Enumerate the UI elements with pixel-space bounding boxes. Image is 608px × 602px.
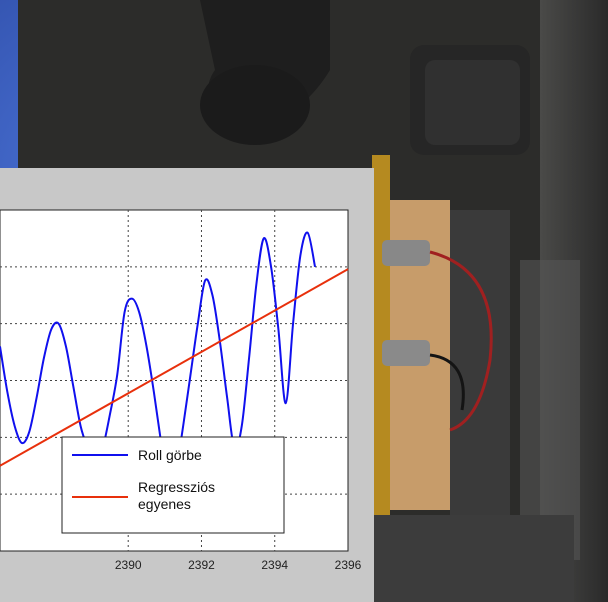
grid <box>0 210 348 551</box>
x-tick-label: 2394 <box>261 558 288 572</box>
x-tick-label: 2390 <box>115 558 142 572</box>
x-tick-labels: 2390 2392 2394 2396 <box>115 558 362 572</box>
legend-label-regression: Regressziós egyenes <box>138 479 219 512</box>
x-tick-label: 2396 <box>335 558 362 572</box>
series-line-regression <box>0 268 349 467</box>
legend-box <box>61 436 285 534</box>
legend: Roll görbe Regressziós egyenes <box>61 436 285 534</box>
x-tick-label: 2392 <box>188 558 215 572</box>
legend-label-roll: Roll görbe <box>138 447 202 463</box>
chart-panel: 2390 2392 2394 2396 Roll görbe Regressziós … <box>0 168 374 602</box>
chart: 2390 2392 2394 2396 Roll görbe Regressziós … <box>0 209 362 572</box>
